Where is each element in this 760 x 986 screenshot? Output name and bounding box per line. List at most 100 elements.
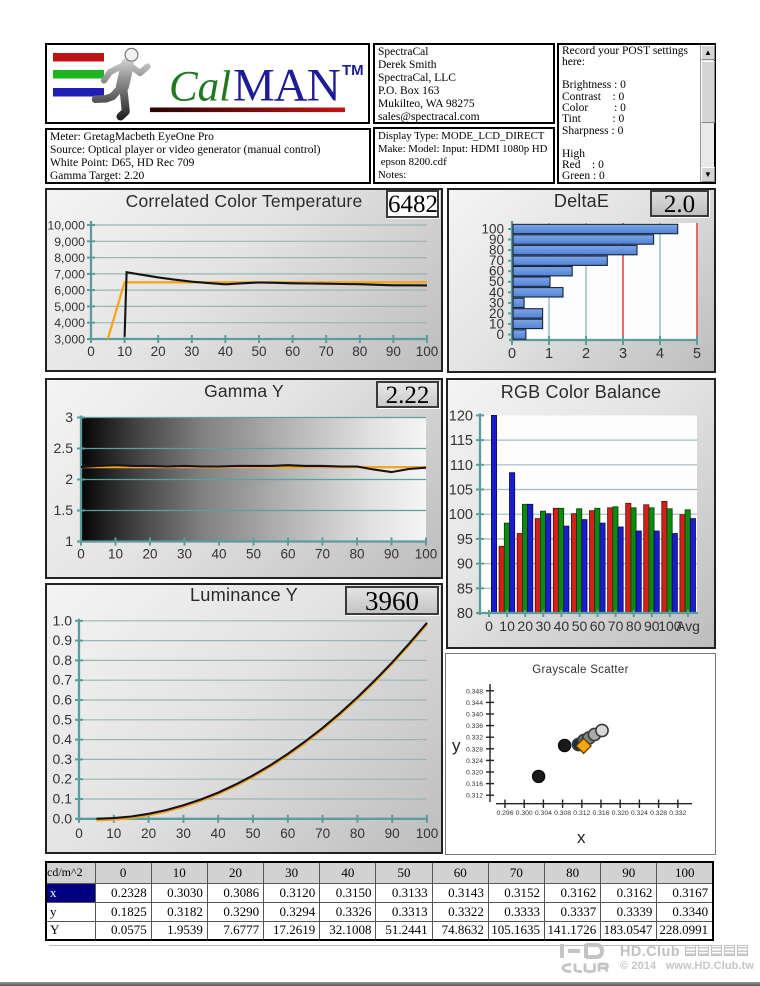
svg-text:0.8: 0.8 (53, 652, 73, 668)
svg-text:10: 10 (489, 316, 504, 331)
svg-text:105: 105 (449, 483, 473, 499)
svg-text:100: 100 (416, 826, 439, 841)
svg-text:20: 20 (489, 306, 504, 321)
svg-text:0.328: 0.328 (650, 810, 667, 817)
svg-text:1.5: 1.5 (54, 502, 74, 518)
svg-text:80: 80 (349, 547, 364, 562)
svg-text:0.348: 0.348 (466, 688, 483, 695)
svg-text:0.2: 0.2 (53, 771, 73, 787)
svg-text:4,000: 4,000 (54, 316, 85, 330)
svg-text:80: 80 (457, 606, 473, 622)
svg-text:0.324: 0.324 (631, 810, 648, 817)
svg-text:0.320: 0.320 (612, 810, 629, 817)
svg-text:0: 0 (77, 547, 85, 562)
svg-text:95: 95 (457, 532, 473, 548)
svg-text:7,000: 7,000 (54, 267, 85, 281)
svg-text:10: 10 (106, 826, 121, 841)
svg-text:0.316: 0.316 (592, 810, 609, 817)
svg-text:0.0: 0.0 (53, 810, 73, 826)
svg-text:40: 40 (211, 547, 226, 562)
svg-text:60: 60 (280, 826, 295, 841)
svg-text:100: 100 (449, 507, 473, 523)
svg-text:50: 50 (246, 547, 261, 562)
svg-text:90: 90 (386, 344, 401, 359)
svg-text:30: 30 (176, 826, 191, 841)
svg-text:30: 30 (536, 618, 552, 634)
svg-text:100: 100 (416, 344, 439, 359)
svg-text:0.332: 0.332 (669, 810, 686, 817)
svg-text:80: 80 (350, 826, 365, 841)
svg-text:60: 60 (280, 547, 295, 562)
svg-text:TM: TM (342, 62, 364, 79)
svg-text:0.332: 0.332 (466, 735, 483, 742)
svg-text:0.296: 0.296 (496, 810, 513, 817)
svg-text:40: 40 (218, 344, 233, 359)
svg-text:5,000: 5,000 (54, 300, 85, 314)
svg-text:20: 20 (517, 618, 533, 634)
svg-text:1.0: 1.0 (53, 612, 73, 628)
svg-text:0.1: 0.1 (53, 791, 73, 807)
svg-text:100: 100 (481, 222, 504, 237)
svg-text:4: 4 (656, 346, 664, 362)
svg-text:MAN: MAN (233, 60, 340, 112)
svg-text:0.300: 0.300 (516, 810, 533, 817)
svg-text:0.6: 0.6 (53, 692, 73, 708)
svg-text:120: 120 (449, 408, 473, 424)
svg-text:0.304: 0.304 (535, 810, 552, 817)
svg-text:Cal: Cal (169, 64, 231, 111)
svg-text:80: 80 (489, 243, 504, 258)
svg-text:2.5: 2.5 (54, 440, 74, 456)
svg-text:0.5: 0.5 (53, 711, 73, 727)
svg-text:30: 30 (177, 547, 192, 562)
svg-text:20: 20 (141, 826, 156, 841)
svg-text:40: 40 (554, 618, 570, 634)
svg-text:50: 50 (489, 274, 504, 289)
svg-text:90: 90 (384, 547, 399, 562)
svg-text:1: 1 (545, 346, 553, 362)
svg-text:60: 60 (489, 264, 504, 279)
svg-text:80: 80 (352, 344, 367, 359)
svg-text:90: 90 (385, 826, 400, 841)
svg-text:115: 115 (450, 433, 473, 449)
svg-text:100: 100 (415, 547, 438, 562)
svg-text:100: 100 (658, 618, 682, 634)
svg-text:70: 70 (319, 344, 334, 359)
svg-text:0.4: 0.4 (53, 731, 73, 747)
svg-text:0.308: 0.308 (554, 810, 571, 817)
svg-text:40: 40 (211, 826, 226, 841)
svg-text:50: 50 (572, 618, 588, 634)
svg-text:0: 0 (508, 346, 516, 362)
svg-text:0: 0 (485, 618, 493, 634)
svg-text:Avg: Avg (676, 618, 700, 634)
svg-text:70: 70 (315, 547, 330, 562)
svg-text:6,000: 6,000 (54, 284, 85, 298)
svg-text:5: 5 (693, 346, 701, 362)
svg-text:0.9: 0.9 (53, 632, 73, 648)
svg-text:20: 20 (142, 547, 157, 562)
svg-text:8,000: 8,000 (54, 251, 85, 265)
svg-text:3,000: 3,000 (54, 333, 85, 347)
svg-text:10: 10 (499, 618, 515, 634)
svg-text:80: 80 (626, 618, 642, 634)
svg-text:90: 90 (644, 618, 660, 634)
svg-text:0.320: 0.320 (466, 770, 483, 777)
svg-text:0.344: 0.344 (466, 700, 483, 707)
svg-text:70: 70 (489, 253, 504, 268)
svg-text:40: 40 (489, 285, 504, 300)
svg-text:60: 60 (285, 344, 300, 359)
svg-text:85: 85 (457, 581, 473, 597)
svg-text:30: 30 (184, 344, 199, 359)
svg-text:0.328: 0.328 (466, 746, 483, 753)
svg-text:3: 3 (619, 346, 627, 362)
svg-text:2: 2 (582, 346, 590, 362)
svg-text:3: 3 (65, 409, 73, 425)
svg-text:1: 1 (65, 533, 73, 549)
svg-text:0.316: 0.316 (466, 781, 483, 788)
svg-text:70: 70 (608, 618, 624, 634)
svg-text:50: 50 (251, 344, 266, 359)
svg-text:110: 110 (450, 458, 473, 474)
svg-text:60: 60 (590, 618, 606, 634)
svg-text:0.312: 0.312 (573, 810, 590, 817)
svg-text:10,000: 10,000 (47, 219, 85, 233)
svg-text:30: 30 (489, 295, 504, 310)
